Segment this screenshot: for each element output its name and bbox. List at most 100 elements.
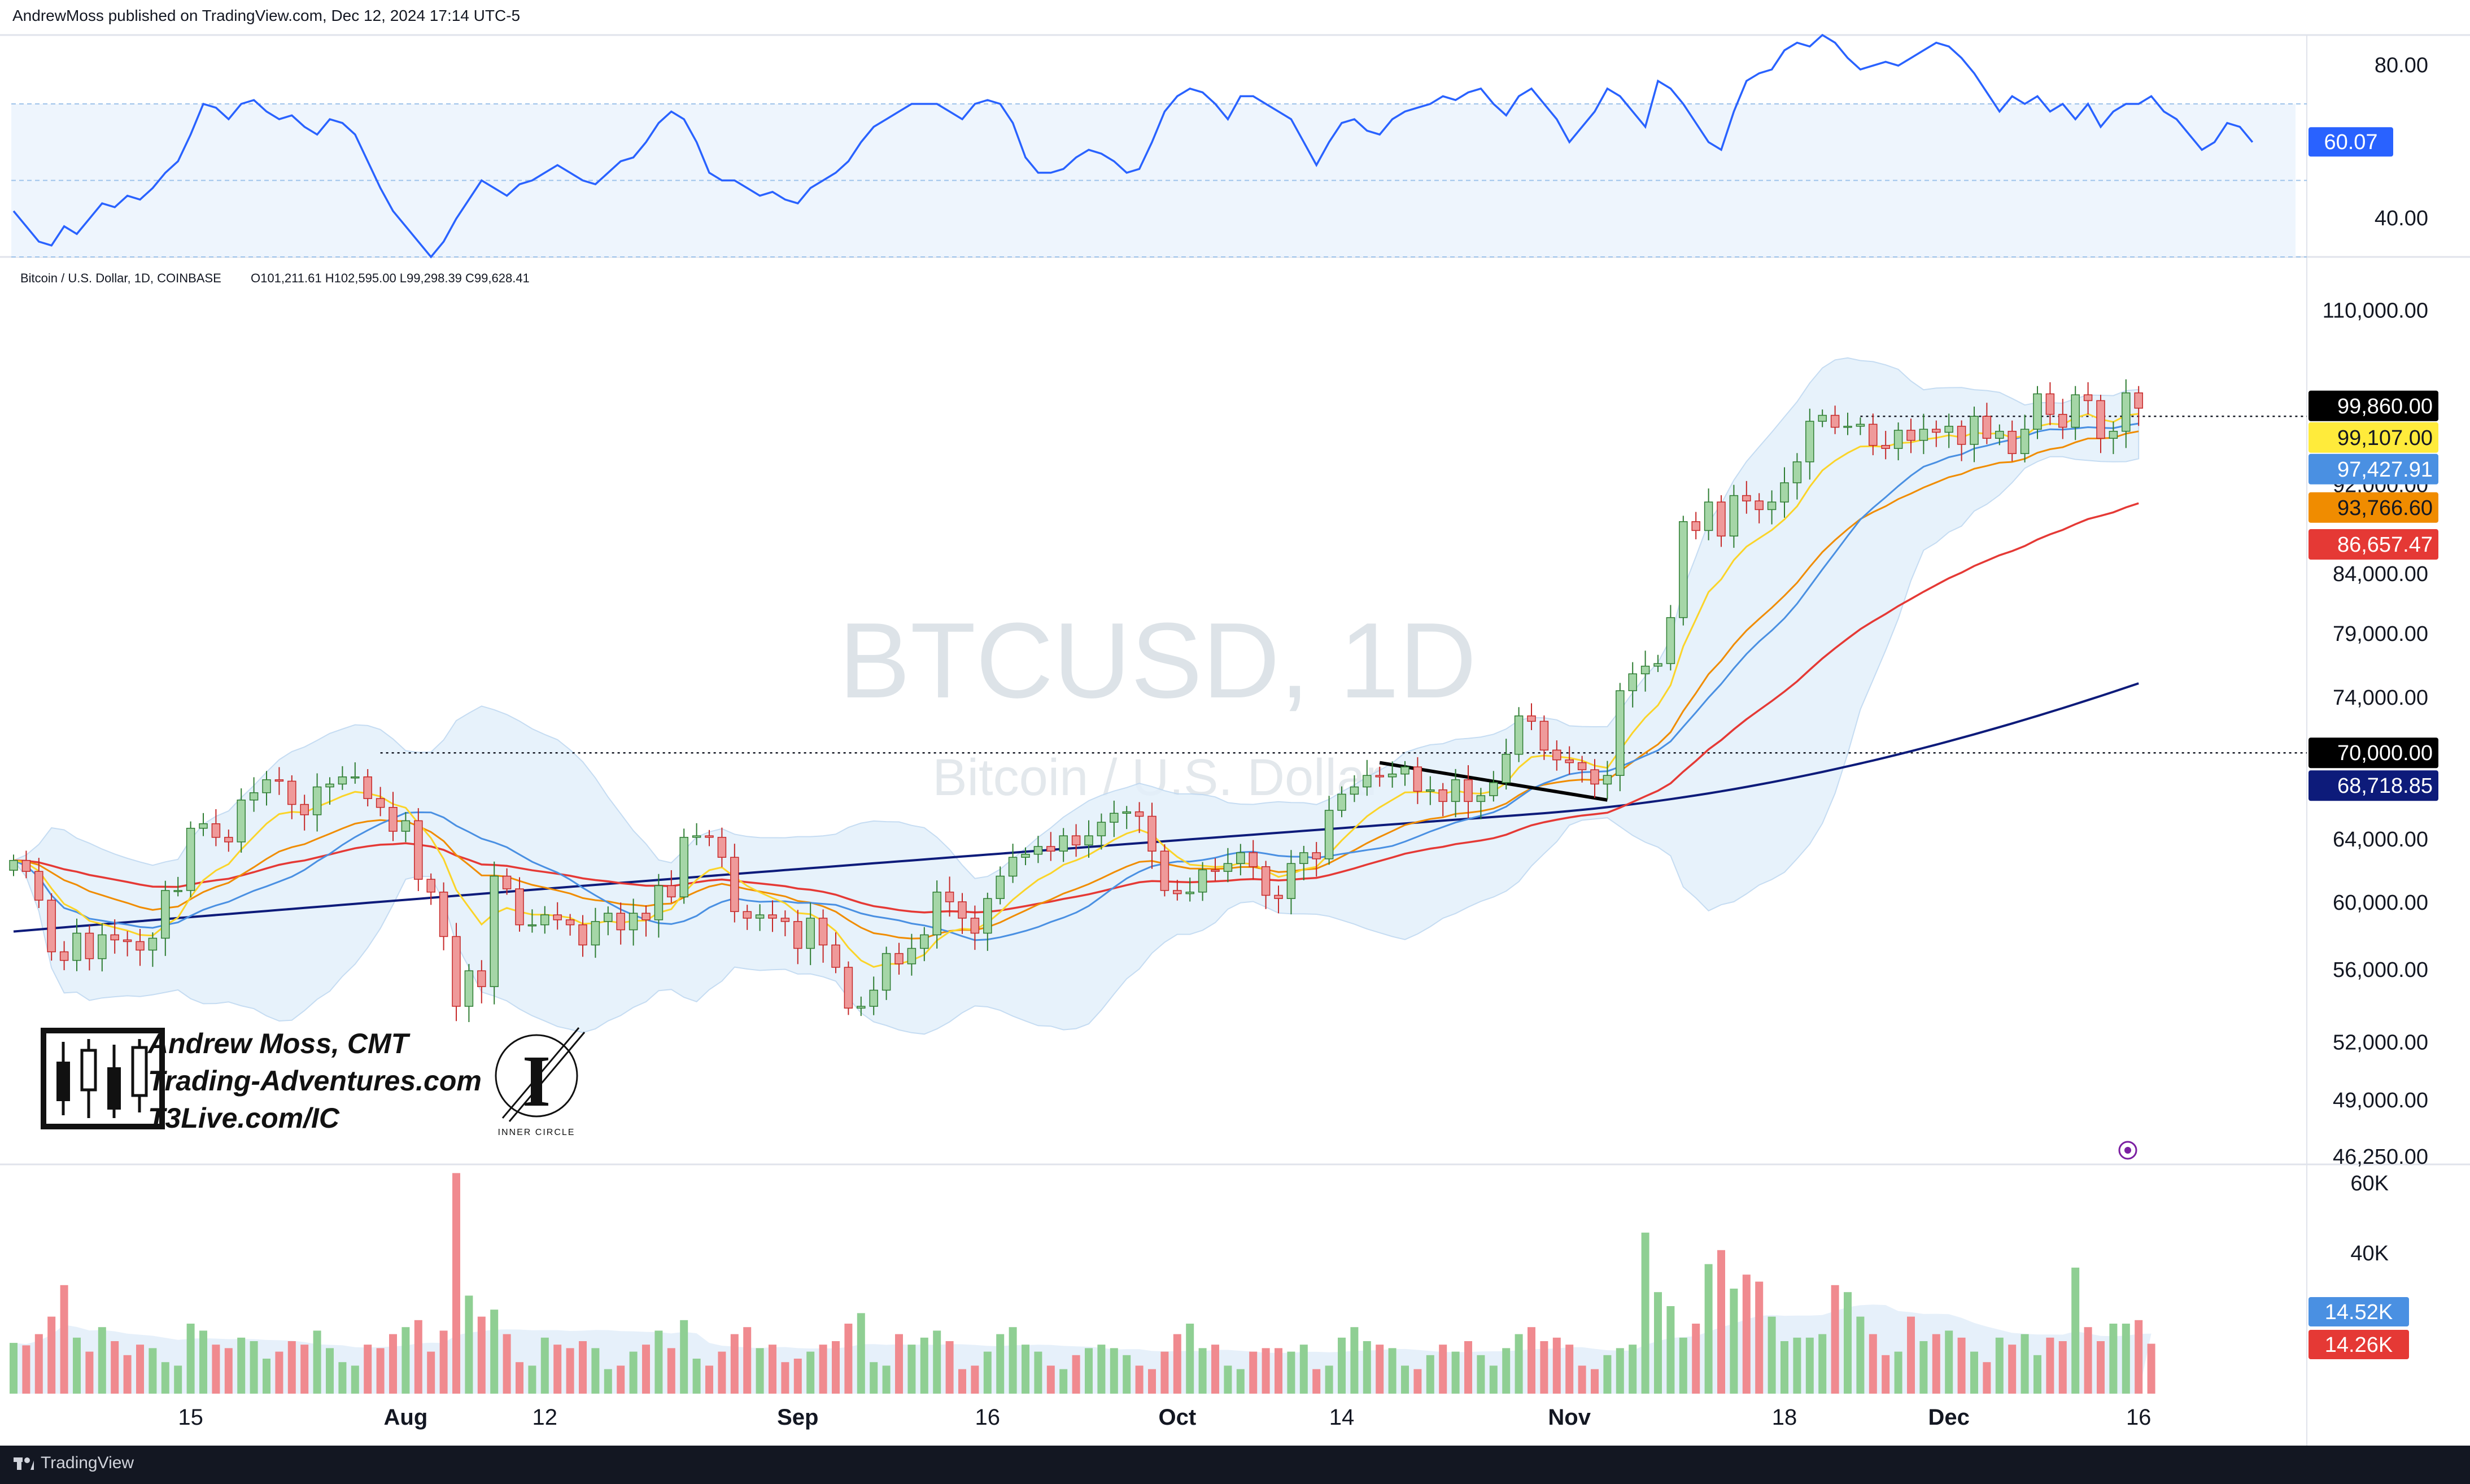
candle-body: [1046, 846, 1055, 852]
volume-bar: [237, 1337, 246, 1394]
candle: [983, 892, 992, 951]
candle: [1236, 844, 1245, 876]
ma-red-line: [13, 502, 2139, 914]
price-label-bg: [2308, 492, 2438, 523]
volume-bar: [844, 1324, 853, 1394]
volume-bar: [1388, 1348, 1397, 1394]
candle: [515, 877, 524, 932]
price-labels: 99,860.00 99,107.00 97,427.91 93,766.60 86,6…: [2308, 127, 2438, 1359]
candle: [1363, 760, 1372, 796]
rsi-pane: [11, 33, 2307, 259]
volume-bar: [490, 1310, 499, 1394]
candle-body: [1906, 430, 1915, 441]
volume-bar: [47, 1316, 56, 1394]
candle: [1755, 493, 1764, 523]
candle-body: [857, 1006, 866, 1009]
candle-body: [376, 798, 385, 808]
candle-body: [743, 911, 752, 919]
volume-bar: [692, 1359, 701, 1394]
candle-body: [958, 901, 967, 919]
volume-bar: [1945, 1330, 1953, 1394]
price-label-bg: [2308, 453, 2438, 485]
candle: [578, 915, 587, 957]
candle: [1286, 850, 1296, 915]
time-tick-label: Sep: [777, 1405, 818, 1430]
rsi-line: [12, 33, 2254, 259]
candle: [1982, 403, 1992, 444]
volume-bar: [1983, 1362, 1991, 1394]
candle: [1426, 776, 1435, 805]
volume-bar: [604, 1369, 612, 1394]
candle-body: [578, 924, 587, 946]
volume-bar: [1755, 1281, 1764, 1394]
volume-tick-label: 60K: [2350, 1172, 2389, 1195]
candle-body: [1552, 749, 1561, 761]
volume-bar: [1173, 1334, 1181, 1394]
tradingview-logo[interactable]: TradingView: [14, 1454, 134, 1473]
volume-bar: [1730, 1289, 1738, 1394]
candle-body: [2058, 414, 2067, 428]
candle: [1071, 824, 1081, 857]
volume-bar: [983, 1351, 992, 1394]
candle: [818, 909, 828, 963]
candle: [376, 787, 385, 817]
candle-body: [945, 892, 954, 902]
time-tick-label: 18: [1772, 1405, 1797, 1430]
volume-bar: [123, 1355, 132, 1394]
candle: [1805, 408, 1814, 480]
candle: [1704, 488, 1713, 540]
candle: [1616, 683, 1625, 792]
candle: [199, 813, 208, 836]
candle: [1628, 662, 1637, 708]
candle: [857, 996, 866, 1016]
candle-body: [300, 804, 309, 815]
rsi-value-label: 60.07: [2324, 130, 2377, 154]
candle: [806, 902, 815, 966]
candle: [755, 904, 765, 931]
price-tick-label: 52,000.00: [2333, 1031, 2428, 1054]
candle: [1160, 844, 1169, 897]
volume-bar: [1882, 1355, 1890, 1394]
candle-body: [1577, 762, 1587, 770]
candle-body: [1780, 482, 1789, 503]
volume-bar: [516, 1362, 523, 1394]
candle-body: [1489, 782, 1498, 796]
candle-body: [920, 934, 929, 949]
candle-body: [1008, 857, 1018, 877]
candle-body: [1691, 521, 1700, 531]
alert-icon[interactable]: [2118, 1141, 2137, 1160]
volume-bar: [1464, 1341, 1472, 1394]
tradingview-logo-icon: [14, 1457, 34, 1470]
candle-body: [1324, 810, 1334, 859]
volume-bar: [1552, 1337, 1561, 1394]
volume-bar: [1160, 1351, 1169, 1394]
candle-body: [1843, 426, 1852, 428]
candle-body: [1261, 866, 1271, 896]
candle-body: [1211, 869, 1220, 872]
volume-bar: [1629, 1345, 1637, 1394]
candle: [768, 900, 777, 932]
volume-bar: [477, 1316, 486, 1394]
candle-body: [730, 857, 739, 913]
candle: [629, 898, 638, 946]
volume-bar: [1831, 1285, 1839, 1394]
candle: [1249, 840, 1258, 880]
brand-line-3: T3Live.com/IC: [148, 1102, 339, 1134]
candle-body: [806, 918, 815, 949]
volume-bar: [1034, 1351, 1042, 1394]
candle-body: [1097, 822, 1106, 836]
volume-bar: [1489, 1365, 1498, 1394]
candle: [2083, 382, 2093, 414]
volume-bar: [2033, 1355, 2041, 1394]
candle: [1438, 783, 1447, 817]
volume-bar: [996, 1334, 1005, 1394]
candle-body: [1147, 815, 1157, 852]
candle: [211, 809, 221, 846]
candle-body: [224, 837, 233, 843]
price-axis: 110,000.0092,000.0084,000.0079,000.0074,…: [2323, 54, 2428, 1265]
candle: [831, 932, 840, 974]
volume-bar: [452, 1173, 460, 1394]
candle: [869, 976, 878, 1015]
volume-bar: [300, 1345, 309, 1394]
